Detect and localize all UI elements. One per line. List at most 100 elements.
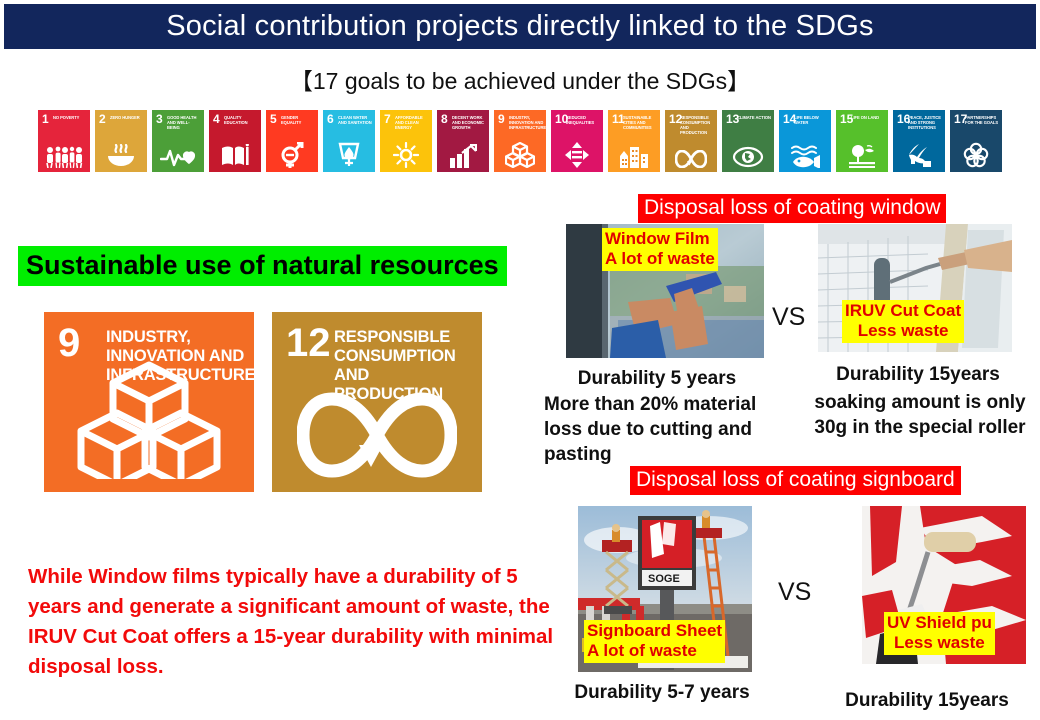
sdg-goal-tile-4[interactable]: 4 QUALITY EDUCATION xyxy=(209,110,261,172)
caption-window-film-durability: Durability 5 years xyxy=(577,368,737,389)
sdg-goal-10-icon xyxy=(551,142,603,168)
featured-goal-card-9: 9 INDUSTRY, INNOVATION AND INFRASTRUCTUR… xyxy=(44,312,254,492)
sdg-goal-8-icon xyxy=(437,144,489,168)
sdg-goal-1-icon xyxy=(38,146,90,168)
sdg-goal-tile-9[interactable]: 9 INDUSTRY, INNOVATION AND INFRASTRUCTURE xyxy=(494,110,546,172)
tag-signboard-sheet: Signboard Sheet A lot of waste xyxy=(584,620,726,663)
sdg-goal-number: 3 xyxy=(156,112,163,126)
slide-subtitle: 【17 goals to be achieved under the SDGs】 xyxy=(289,68,751,94)
sdg-goal-number: 4 xyxy=(213,112,220,126)
sdg-goal-name: CLIMATE ACTION xyxy=(737,115,771,120)
sdg-goal-tile-6[interactable]: 6 CLEAN WATER AND SANITATION xyxy=(323,110,375,172)
sdg-goal-tile-17[interactable]: 17 PARTNERSHIPS FOR THE GOALS xyxy=(950,110,1002,172)
sdg-goal-name: INDUSTRY, INNOVATION AND INFRASTRUCTURE xyxy=(509,115,546,130)
sdg-goal-name: RESPONSIBLE CONSUMPTION AND PRODUCTION xyxy=(680,115,711,135)
sdg-goal-number: 1 xyxy=(42,112,49,126)
sdg-goal-3-icon xyxy=(152,146,204,168)
caption-iruv-detail: soaking amount is only 30g in the specia… xyxy=(814,392,1026,438)
sdg-goal-tile-13[interactable]: 13 CLIMATE ACTION xyxy=(722,110,774,172)
sdg-goal-number: 15 xyxy=(840,112,854,126)
sdg-goal-11-icon xyxy=(608,144,660,168)
sdg-goal-name: LIFE BELOW WATER xyxy=(794,115,819,125)
sdg-goal-strip: 1 NO POVERTY 2 ZERO HUNGER 3 GOOD HEALTH AND … xyxy=(38,110,1006,172)
sdg-goal-name: PARTNERSHIPS FOR THE GOALS xyxy=(965,115,999,125)
sdg-goal-number: 14 xyxy=(783,112,797,126)
sdg-goal-name: NO POVERTY xyxy=(53,115,80,120)
sdg-goal-6-icon xyxy=(323,142,375,168)
sdg-goal-tile-7[interactable]: 7 AFFORDABLE AND CLEAN ENERGY xyxy=(380,110,432,172)
sdg-goal-number: 2 xyxy=(99,112,106,126)
sdg-goal-number: 11 xyxy=(612,112,625,126)
sdg-goal-7-icon xyxy=(380,142,432,168)
sdg-goal-tile-3[interactable]: 3 GOOD HEALTH AND WELL-BEING xyxy=(152,110,204,172)
tag-window-film: Window Film A lot of waste xyxy=(602,228,718,271)
svg-text:SOGE: SOGE xyxy=(648,573,680,585)
sdg-goal-number: 10 xyxy=(555,112,569,126)
sdg-goal-tile-1[interactable]: 1 NO POVERTY xyxy=(38,110,90,172)
sdg-goal-name: LIFE ON LAND xyxy=(851,115,880,120)
sdg-goal-tile-12[interactable]: 12 RESPONSIBLE CONSUMPTION AND PRODUCTION xyxy=(665,110,717,172)
sdg-goal-tile-5[interactable]: 5 GENDER EQUALITY xyxy=(266,110,318,172)
sdg-goal-number: 12 xyxy=(669,112,683,126)
sdg-goal-14-icon xyxy=(779,144,831,168)
sdg-goal-name: REDUCED INEQUALITIES xyxy=(566,115,595,125)
sdg-goal-tile-15[interactable]: 15 LIFE ON LAND xyxy=(836,110,888,172)
featured-goal-card-12: 12 RESPONSIBLE CONSUMPTION AND PRODUCTIO… xyxy=(272,312,482,492)
sdg-goal-name: SUSTAINABLE CITIES AND COMMUNITIES xyxy=(623,115,652,130)
sdg-goal-5-icon xyxy=(266,142,318,168)
photo-window-film: Window Film A lot of waste xyxy=(566,224,764,358)
sdg-goal-number: 5 xyxy=(270,112,277,126)
photo-uv-shield: UV Shield pu Less waste xyxy=(862,506,1026,664)
sdg-goal-number: 9 xyxy=(498,112,505,126)
featured-goal-number: 12 xyxy=(286,321,331,365)
photo-iruv-cut-coat: IRUV Cut Coat Less waste xyxy=(818,224,1012,352)
section-label-coating-signboard: Disposal loss of coating signboard xyxy=(630,466,961,495)
sdg-goal-name: CLEAN WATER AND SANITATION xyxy=(338,115,372,125)
sdg-goal-number: 8 xyxy=(441,112,448,126)
sdg-goal-9-icon xyxy=(494,142,546,168)
section-heading-sustainable-use: Sustainable use of natural resources xyxy=(18,246,507,286)
sdg-goal-name: GENDER EQUALITY xyxy=(281,115,302,125)
sdg-goal-13-icon xyxy=(722,146,774,168)
window-film-photo-image xyxy=(566,224,764,358)
sdg-goal-number: 16 xyxy=(897,112,911,126)
caption-signboard-sheet-durability: Durability 5-7 years xyxy=(574,682,750,703)
sdg-goal-tile-14[interactable]: 14 LIFE BELOW WATER xyxy=(779,110,831,172)
slide-title-bar: Social contribution projects directly li… xyxy=(4,4,1036,49)
caption-uv-shield-durability: Durability 15years xyxy=(845,690,1009,711)
vs-label-window: VS xyxy=(772,303,806,331)
sdg-goal-name: AFFORDABLE AND CLEAN ENERGY xyxy=(395,115,423,130)
sdg-goal-tile-16[interactable]: 16 PEACE, JUSTICE AND STRONG INSTITUTIONS xyxy=(893,110,945,172)
photo-signboard-sheet: SOGE xyxy=(578,506,752,672)
sdg-goal-tile-11[interactable]: 11 SUSTAINABLE CITIES AND COMMUNITIES xyxy=(608,110,660,172)
tag-uv-shield: UV Shield pu Less waste xyxy=(884,612,995,655)
sdg-goal-name: ZERO HUNGER xyxy=(110,115,140,120)
tag-iruv-cut-coat: IRUV Cut Coat Less waste xyxy=(842,300,965,343)
caption-window-film-detail: More than 20% material loss due to cutti… xyxy=(544,394,757,465)
sdg-goal-number: 7 xyxy=(384,112,391,126)
sdg-goal-16-icon xyxy=(893,142,945,168)
caption-iruv-durability: Durability 15years xyxy=(836,364,1000,385)
sdg-goal-2-icon xyxy=(95,144,147,168)
featured-goal-name: INDUSTRY, INNOVATION AND INFRASTRUCTURE xyxy=(106,328,254,384)
featured-goal-number: 9 xyxy=(58,321,81,365)
page-title: Social contribution projects directly li… xyxy=(166,10,874,42)
sdg-goal-4-icon xyxy=(209,144,261,168)
infinity-loop-icon xyxy=(272,391,482,484)
sdg-goal-number: 6 xyxy=(327,112,334,126)
industry-cubes-icon xyxy=(44,359,254,489)
sdg-goal-15-icon xyxy=(836,144,888,168)
summary-paragraph: While Window films typically have a dura… xyxy=(28,565,554,678)
sdg-goal-12-icon xyxy=(665,150,717,168)
section-label-coating-window: Disposal loss of coating window xyxy=(638,194,947,223)
sdg-goal-tile-10[interactable]: 10 REDUCED INEQUALITIES xyxy=(551,110,603,172)
sdg-goal-tile-8[interactable]: 8 DECENT WORK AND ECONOMIC GROWTH xyxy=(437,110,489,172)
sdg-goal-name: DECENT WORK AND ECONOMIC GROWTH xyxy=(452,115,484,130)
sdg-goal-name: QUALITY EDUCATION xyxy=(224,115,248,125)
vs-label-signboard: VS xyxy=(778,578,812,606)
sdg-goal-name: GOOD HEALTH AND WELL-BEING xyxy=(167,115,197,130)
sdg-goal-number: 13 xyxy=(726,112,740,126)
sdg-goal-tile-2[interactable]: 2 ZERO HUNGER xyxy=(95,110,147,172)
sdg-goal-number: 17 xyxy=(954,112,968,126)
